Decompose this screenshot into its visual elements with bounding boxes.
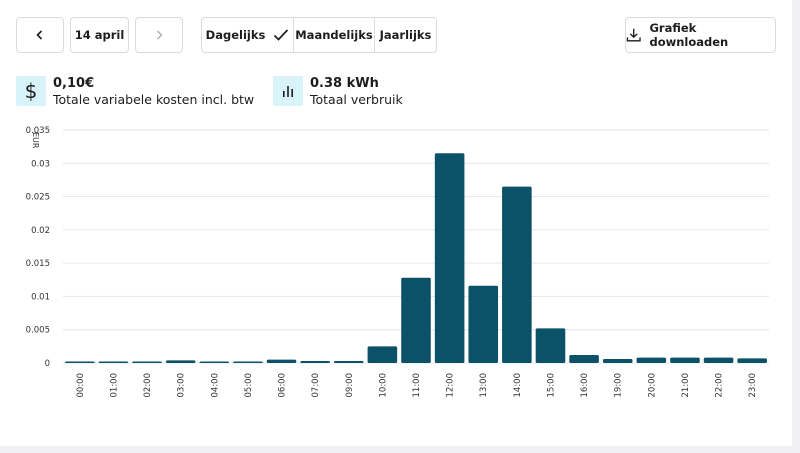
y-tick-label: 0.005 [26,326,50,336]
bar[interactable] [602,359,633,363]
prev-day-button[interactable] [16,17,64,53]
x-tick-label: 09:00 [345,373,355,398]
bar[interactable] [468,285,499,363]
x-tick-label: 15:00 [546,373,556,398]
bar[interactable] [65,361,95,364]
x-tick-label: 11:00 [412,373,422,398]
chevron-right-icon [156,30,163,40]
bar[interactable] [132,361,162,364]
bar[interactable] [266,359,297,363]
bar[interactable] [434,153,465,363]
bar[interactable] [703,357,734,363]
period-selector: Dagelijks Maandelijks Jaarlijks [201,17,437,53]
x-tick-label: 21:00 [681,373,691,398]
download-icon [626,28,641,42]
x-tick-label: 14:00 [513,373,523,398]
bar[interactable] [670,357,700,363]
x-tick-label: 10:00 [378,373,388,398]
cost-stat: $ 0,10€ Totale variabele kosten incl. bt… [16,76,254,108]
x-tick-label: 04:00 [210,373,220,398]
x-tick-label: 16:00 [580,373,590,398]
usage-label: Totaal verbruik [310,92,403,107]
date-button[interactable]: 14 april [70,17,129,53]
bar[interactable] [233,361,263,364]
bar[interactable] [502,186,532,363]
x-tick-label: 07:00 [311,373,321,398]
tab-yearly-label: Jaarlijks [379,28,432,42]
y-tick-label: 0.035 [26,126,50,136]
chevron-left-icon [36,30,43,40]
y-tick-label: 0 [45,359,50,369]
y-tick-label: 0.02 [31,226,50,236]
x-tick-label: 20:00 [647,373,657,398]
bar[interactable] [333,361,364,363]
download-chart-button[interactable]: Grafiek downloaden [625,17,776,53]
x-tick-label: 23:00 [748,373,758,398]
bar[interactable] [636,357,667,363]
x-tick-label: 13:00 [479,373,489,398]
download-label: Grafiek downloaden [649,21,729,49]
tab-monthly-label: Maandelijks [295,28,373,42]
cost-value: 0,10€ [53,76,95,91]
x-tick-label: 00:00 [76,373,86,398]
bar[interactable] [367,346,398,363]
x-tick-label: 19:00 [614,373,624,398]
bar[interactable] [300,361,330,363]
dollar-icon: $ [16,76,46,106]
y-tick-label: 0.015 [26,259,50,269]
bar[interactable] [199,361,230,364]
bar[interactable] [165,360,196,363]
y-tick-label: 0.01 [31,292,50,302]
x-tick-label: 03:00 [177,373,187,398]
y-tick-label: 0.03 [31,159,50,169]
x-tick-label: 02:00 [143,373,153,398]
bar[interactable] [569,355,599,363]
x-tick-label: 12:00 [446,373,456,398]
tab-yearly[interactable]: Jaarlijks [374,18,436,52]
y-axis-label: EUR [31,132,40,149]
tab-daily[interactable]: Dagelijks [202,18,293,52]
x-tick-label: 01:00 [109,373,119,398]
next-day-button[interactable] [135,17,183,53]
date-label: 14 april [74,28,125,42]
x-tick-label: 05:00 [244,373,254,398]
bar[interactable] [401,277,431,363]
check-icon [274,29,289,41]
usage-value: 0.38 kWh [310,76,379,91]
bar[interactable] [98,361,129,364]
x-tick-label: 06:00 [278,373,288,398]
tab-monthly[interactable]: Maandelijks [293,18,374,52]
tab-daily-label: Dagelijks [205,28,266,42]
bar[interactable] [737,358,767,363]
x-tick-label: 22:00 [715,373,725,398]
bar-chart-icon [273,76,303,106]
usage-stat: 0.38 kWh Totaal verbruik [273,76,403,108]
cost-label: Totale variabele kosten incl. btw [53,92,255,107]
y-tick-label: 0.025 [26,193,50,203]
chart-panel: 14 april Dagelijks Maandelijks Jaarlijks… [0,0,792,446]
bar[interactable] [535,328,566,363]
